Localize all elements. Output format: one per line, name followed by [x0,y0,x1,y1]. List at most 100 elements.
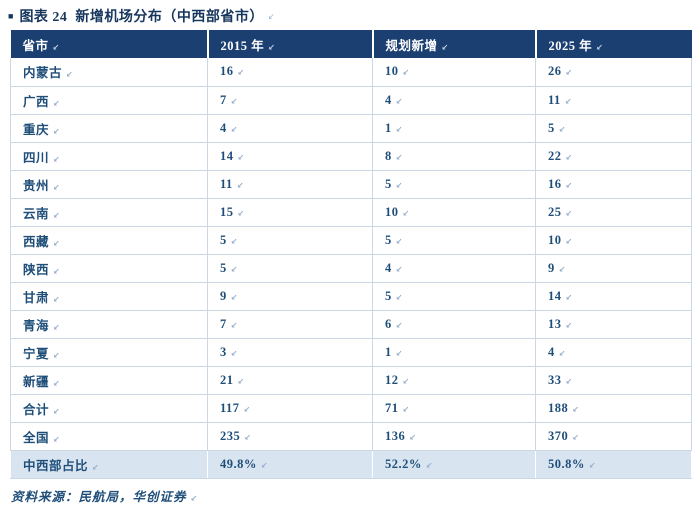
value-cell: 12 ↙ [372,365,536,394]
value-cell: 4 ↙ [372,253,536,282]
airports-table: 省市 ↙ 2015 年 ↙ 规划新增 ↙ 2025 年 ↙ 内蒙古 ↙ 16 ↙ 10 ↙ 26 ↙ 广… [10,30,692,479]
return-mark-icon: ↙ [243,404,251,414]
return-mark-icon: ↙ [260,460,269,470]
province-cell: 重庆 ↙ [10,113,208,142]
return-mark-icon: ↙ [230,124,238,134]
value-cell: 235 ↙ [207,421,373,450]
value-text: 26 [548,64,562,79]
value-text: 71 [385,400,399,415]
return-mark-icon: ↙ [565,208,573,218]
value-text: 136 [385,428,406,443]
return-mark-icon: ↙ [558,124,566,134]
title-bullet-icon: ■ [8,10,14,21]
value-cell: 10 ↙ [372,58,536,86]
province-label: 青海 [23,318,50,333]
return-mark-icon: ↙ [53,210,61,220]
return-mark-icon: ↙ [565,236,573,246]
return-mark-icon: ↙ [596,42,604,52]
value-cell: 7 ↙ [207,309,373,338]
return-mark-icon: ↙ [268,42,276,52]
return-mark-icon: ↙ [565,68,573,78]
table-row: 内蒙古 ↙ 16 ↙ 10 ↙ 26 ↙ [10,58,692,86]
table-row: 全国 ↙ 235 ↙ 136 ↙ 370 ↙ [10,421,692,450]
value-cell: 4 ↙ [372,85,536,114]
return-mark-icon: ↙ [53,294,61,304]
source-note-text: 资料来源：民航局，华创证券 [11,489,187,504]
value-cell: 5 ↙ [535,113,692,142]
value-text: 10 [548,232,562,247]
report-page: ■ 图表 24 新增机场分布（中西部省市） ↙ 省市 ↙ 2015 年 ↙ 规划新增… [8,6,692,505]
return-mark-icon: ↙ [92,462,100,472]
table-row: 青海 ↙ 7 ↙ 6 ↙ 13 ↙ [10,309,692,338]
return-mark-icon: ↙ [53,182,61,192]
province-cell: 合计 ↙ [10,393,208,422]
table-row: 合计 ↙ 117 ↙ 71 ↙ 188 ↙ [10,393,692,422]
value-cell: 5 ↙ [207,253,373,282]
return-mark-icon: ↙ [53,350,61,360]
return-mark-icon: ↙ [53,126,61,136]
value-text: 11 [548,92,561,107]
value-cell: 10 ↙ [372,197,536,226]
column-header-2025: 2025 年 ↙ [535,30,692,58]
province-cell: 甘肃 ↙ [10,281,208,310]
table-row: 云南 ↙ 15 ↙ 10 ↙ 25 ↙ [10,197,692,226]
table-row: 新疆 ↙ 21 ↙ 12 ↙ 33 ↙ [10,365,692,394]
value-text: 188 [548,400,569,415]
value-text: 235 [220,428,241,443]
return-mark-icon: ↙ [572,432,580,442]
province-label: 合计 [23,402,50,417]
return-mark-icon: ↙ [53,378,61,388]
value-cell: 26 ↙ [535,58,692,86]
value-text: 7 [220,316,227,331]
value-text: 22 [548,148,562,163]
value-text: 8 [385,148,392,163]
value-cell: 7 ↙ [207,85,373,114]
column-header-label: 省市 [22,38,49,53]
value-cell: 16 ↙ [535,169,692,198]
value-text: 6 [385,316,392,331]
value-text: 25 [548,204,562,219]
header-row: 省市 ↙ 2015 年 ↙ 规划新增 ↙ 2025 年 ↙ [10,30,692,58]
province-cell: 云南 ↙ [10,197,208,226]
value-text: 5 [220,232,227,247]
return-mark-icon: ↙ [236,180,245,190]
figure-title: ■ 图表 24 新增机场分布（中西部省市） ↙ [8,6,691,26]
source-note: 资料来源：民航局，华创证券 ↙ [11,486,691,505]
value-cell: 16 ↙ [207,58,373,86]
return-mark-icon: ↙ [230,348,238,358]
value-text: 1 [385,120,392,135]
value-text: 5 [385,232,392,247]
table-row: 陕西 ↙ 5 ↙ 4 ↙ 9 ↙ [10,253,692,282]
province-label: 新疆 [23,374,50,389]
return-mark-icon: ↙ [425,460,434,470]
column-header-2015: 2015 年 ↙ [207,30,374,58]
value-cell: 15 ↙ [207,197,373,226]
column-header-province: 省市 ↙ [10,30,209,58]
column-header-planned: 规划新增 ↙ [372,30,537,58]
return-mark-icon: ↙ [572,404,580,414]
return-mark-icon: ↙ [402,376,410,386]
column-header-label: 规划新增 [385,38,438,53]
value-cell: 49.8% ↙ [207,449,373,479]
value-text: 1 [385,344,392,359]
table-body: 内蒙古 ↙ 16 ↙ 10 ↙ 26 ↙ 广西 ↙ 7 ↙ 4 ↙ 11 ↙ 重庆 ↙ 4 ↙ 1 ↙ 5 ↙ 四川 ↙ 14 ↙ 8 ↙… [10,58,692,479]
return-mark-icon: ↙ [237,152,245,162]
table-row: 重庆 ↙ 4 ↙ 1 ↙ 5 ↙ [10,113,692,142]
province-cell: 广西 ↙ [10,85,208,114]
return-mark-icon: ↙ [53,322,61,332]
value-text: 14 [220,148,234,163]
value-text: 3 [220,344,227,359]
table-row: 宁夏 ↙ 3 ↙ 1 ↙ 4 ↙ [10,337,692,366]
return-mark-icon: ↙ [565,152,573,162]
return-mark-icon: ↙ [402,404,410,414]
province-label: 四川 [23,150,50,165]
province-label: 云南 [23,206,50,221]
value-cell: 14 ↙ [207,141,373,170]
return-mark-icon: ↙ [395,348,403,358]
province-label: 重庆 [23,122,50,137]
province-cell: 内蒙古 ↙ [10,58,208,86]
value-text: 21 [220,372,234,387]
figure-title-text: 图表 24 新增机场分布（中西部省市） [19,10,264,25]
value-cell: 52.2% ↙ [372,449,536,479]
value-text: 5 [385,288,392,303]
